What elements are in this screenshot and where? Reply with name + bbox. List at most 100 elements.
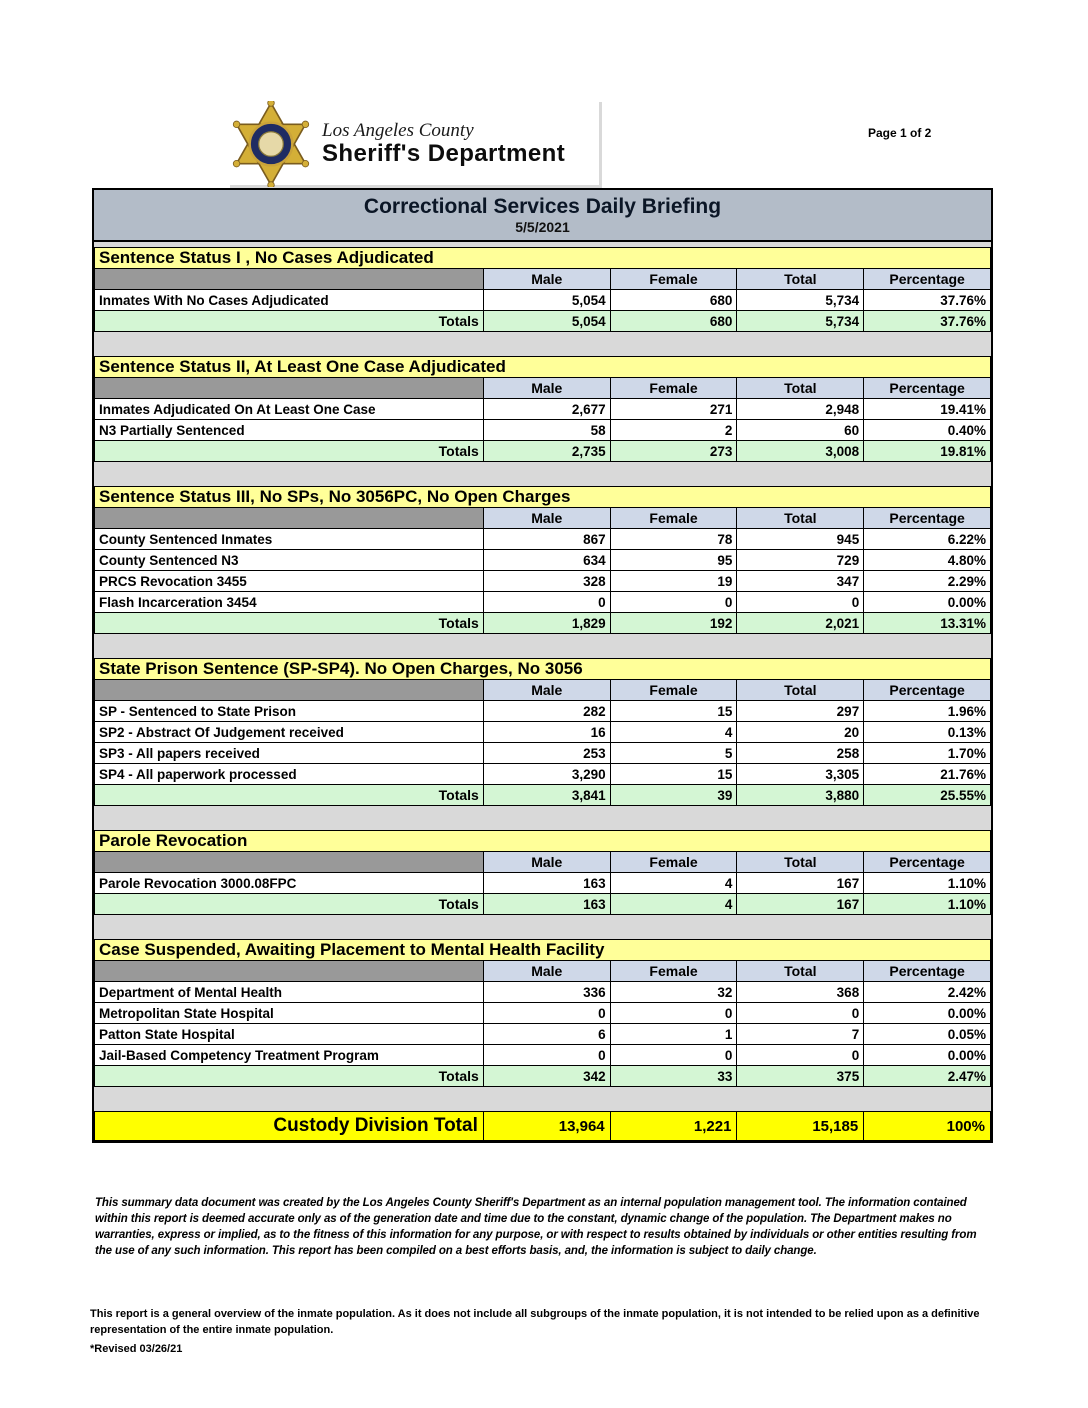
table-row: SP3 - All papers received 253 5 258 1.70% bbox=[94, 742, 991, 764]
row-female-value: 15 bbox=[609, 700, 738, 722]
row-male-value: 6 bbox=[482, 1023, 611, 1045]
row-percentage-value: 0.05% bbox=[863, 1023, 991, 1045]
empty-corner-cell bbox=[94, 851, 484, 873]
totals-male-value: 3,841 bbox=[482, 784, 611, 806]
column-header: Total bbox=[736, 268, 865, 290]
table-row: County Sentenced Inmates 867 78 945 6.22% bbox=[94, 528, 991, 550]
table-row: SP2 - Abstract Of Judgement received 16 4 2… bbox=[94, 721, 991, 743]
totals-total-value: 167 bbox=[736, 893, 865, 915]
row-male-value: 282 bbox=[482, 700, 611, 722]
row-label: County Sentenced N3 bbox=[94, 549, 484, 571]
totals-label: Totals bbox=[94, 784, 484, 806]
row-total-value: 2,948 bbox=[736, 398, 865, 420]
row-total-value: 60 bbox=[736, 419, 865, 441]
row-total-value: 347 bbox=[736, 570, 865, 592]
column-header: Female bbox=[609, 851, 738, 873]
table-row: PRCS Revocation 3455 328 19 347 2.29% bbox=[94, 570, 991, 592]
table-row: Metropolitan State Hospital 0 0 0 0.00% bbox=[94, 1002, 991, 1024]
totals-total-value: 2,021 bbox=[736, 612, 865, 634]
column-header: Female bbox=[609, 507, 738, 529]
grand-total-male: 13,964 bbox=[482, 1111, 611, 1141]
row-label: Flash Incarceration 3454 bbox=[94, 591, 484, 613]
row-female-value: 32 bbox=[609, 981, 738, 1003]
empty-corner-cell bbox=[94, 377, 484, 399]
totals-label: Totals bbox=[94, 310, 484, 332]
row-percentage-value: 0.00% bbox=[863, 1002, 991, 1024]
totals-row: Totals 5,054 680 5,734 37.76% bbox=[94, 310, 991, 332]
section-table: State Prison Sentence (SP-SP4). No Open … bbox=[94, 658, 991, 806]
totals-row: Totals 2,735 273 3,008 19.81% bbox=[94, 440, 991, 462]
row-label: SP2 - Abstract Of Judgement received bbox=[94, 721, 484, 743]
column-header: Percentage bbox=[863, 960, 991, 982]
column-header-row: Male Female Total Percentage bbox=[94, 960, 991, 982]
table-row: Parole Revocation 3000.08FPC 163 4 167 1.10% bbox=[94, 872, 991, 894]
empty-corner-cell bbox=[94, 679, 484, 701]
report-title-bar: Correctional Services Daily Briefing 5/5… bbox=[94, 190, 991, 242]
row-percentage-value: 19.41% bbox=[863, 398, 991, 420]
row-female-value: 2 bbox=[609, 419, 738, 441]
section-table: Parole Revocation Male Female Total Percenta… bbox=[94, 830, 991, 915]
row-percentage-value: 1.10% bbox=[863, 872, 991, 894]
row-total-value: 20 bbox=[736, 721, 865, 743]
column-header: Male bbox=[482, 679, 611, 701]
column-header: Male bbox=[482, 377, 611, 399]
row-female-value: 78 bbox=[609, 528, 738, 550]
row-label: SP4 - All paperwork processed bbox=[94, 763, 484, 785]
totals-total-value: 375 bbox=[736, 1065, 865, 1087]
table-row: Inmates Adjudicated On At Least One Case… bbox=[94, 398, 991, 420]
column-header: Female bbox=[609, 377, 738, 399]
empty-corner-cell bbox=[94, 507, 484, 529]
totals-male-value: 163 bbox=[482, 893, 611, 915]
row-female-value: 0 bbox=[609, 1002, 738, 1024]
section-header-row: Case Suspended, Awaiting Placement to Me… bbox=[94, 939, 991, 961]
row-male-value: 163 bbox=[482, 872, 611, 894]
row-male-value: 3,290 bbox=[482, 763, 611, 785]
column-header: Total bbox=[736, 960, 865, 982]
row-label: Inmates Adjudicated On At Least One Case bbox=[94, 398, 484, 420]
table-row: Flash Incarceration 3454 0 0 0 0.00% bbox=[94, 591, 991, 613]
row-percentage-value: 0.00% bbox=[863, 591, 991, 613]
grand-total-label: Custody Division Total bbox=[94, 1111, 484, 1141]
disclaimer-text: This summary data document was created b… bbox=[95, 1197, 977, 1257]
row-male-value: 0 bbox=[482, 591, 611, 613]
section-header: State Prison Sentence (SP-SP4). No Open … bbox=[94, 658, 991, 680]
row-percentage-value: 1.70% bbox=[863, 742, 991, 764]
totals-total-value: 3,008 bbox=[736, 440, 865, 462]
column-header: Female bbox=[609, 679, 738, 701]
row-label: N3 Partially Sentenced bbox=[94, 419, 484, 441]
row-male-value: 336 bbox=[482, 981, 611, 1003]
empty-corner-cell bbox=[94, 268, 484, 290]
totals-percentage-value: 1.10% bbox=[863, 893, 991, 915]
overview-note: This report is a general overview of the… bbox=[90, 1306, 992, 1357]
totals-label: Totals bbox=[94, 440, 484, 462]
row-label: SP - Sentenced to State Prison bbox=[94, 700, 484, 722]
row-female-value: 271 bbox=[609, 398, 738, 420]
agency-name: Los Angeles County Sheriff's Department bbox=[322, 120, 565, 166]
column-header-row: Male Female Total Percentage bbox=[94, 268, 991, 290]
row-male-value: 253 bbox=[482, 742, 611, 764]
row-male-value: 58 bbox=[482, 419, 611, 441]
column-header: Total bbox=[736, 679, 865, 701]
column-header: Total bbox=[736, 377, 865, 399]
totals-label: Totals bbox=[94, 1065, 484, 1087]
section-header: Sentence Status I , No Cases Adjudicated bbox=[94, 247, 991, 269]
totals-percentage-value: 37.76% bbox=[863, 310, 991, 332]
totals-percentage-value: 2.47% bbox=[863, 1065, 991, 1087]
row-label: County Sentenced Inmates bbox=[94, 528, 484, 550]
page-indicator: Page 1 of 2 bbox=[868, 126, 932, 140]
table-row: Patton State Hospital 6 1 7 0.05% bbox=[94, 1023, 991, 1045]
row-total-value: 258 bbox=[736, 742, 865, 764]
row-female-value: 680 bbox=[609, 289, 738, 311]
row-total-value: 368 bbox=[736, 981, 865, 1003]
column-header: Male bbox=[482, 507, 611, 529]
row-label: SP3 - All papers received bbox=[94, 742, 484, 764]
row-male-value: 2,677 bbox=[482, 398, 611, 420]
row-male-value: 867 bbox=[482, 528, 611, 550]
column-header: Percentage bbox=[863, 268, 991, 290]
row-male-value: 5,054 bbox=[482, 289, 611, 311]
row-percentage-value: 0.00% bbox=[863, 1044, 991, 1066]
section-header: Sentence Status III, No SPs, No 3056PC, … bbox=[94, 486, 991, 508]
totals-row: Totals 342 33 375 2.47% bbox=[94, 1065, 991, 1087]
totals-male-value: 1,829 bbox=[482, 612, 611, 634]
overview-note-text: This report is a general overview of the… bbox=[90, 1308, 980, 1336]
